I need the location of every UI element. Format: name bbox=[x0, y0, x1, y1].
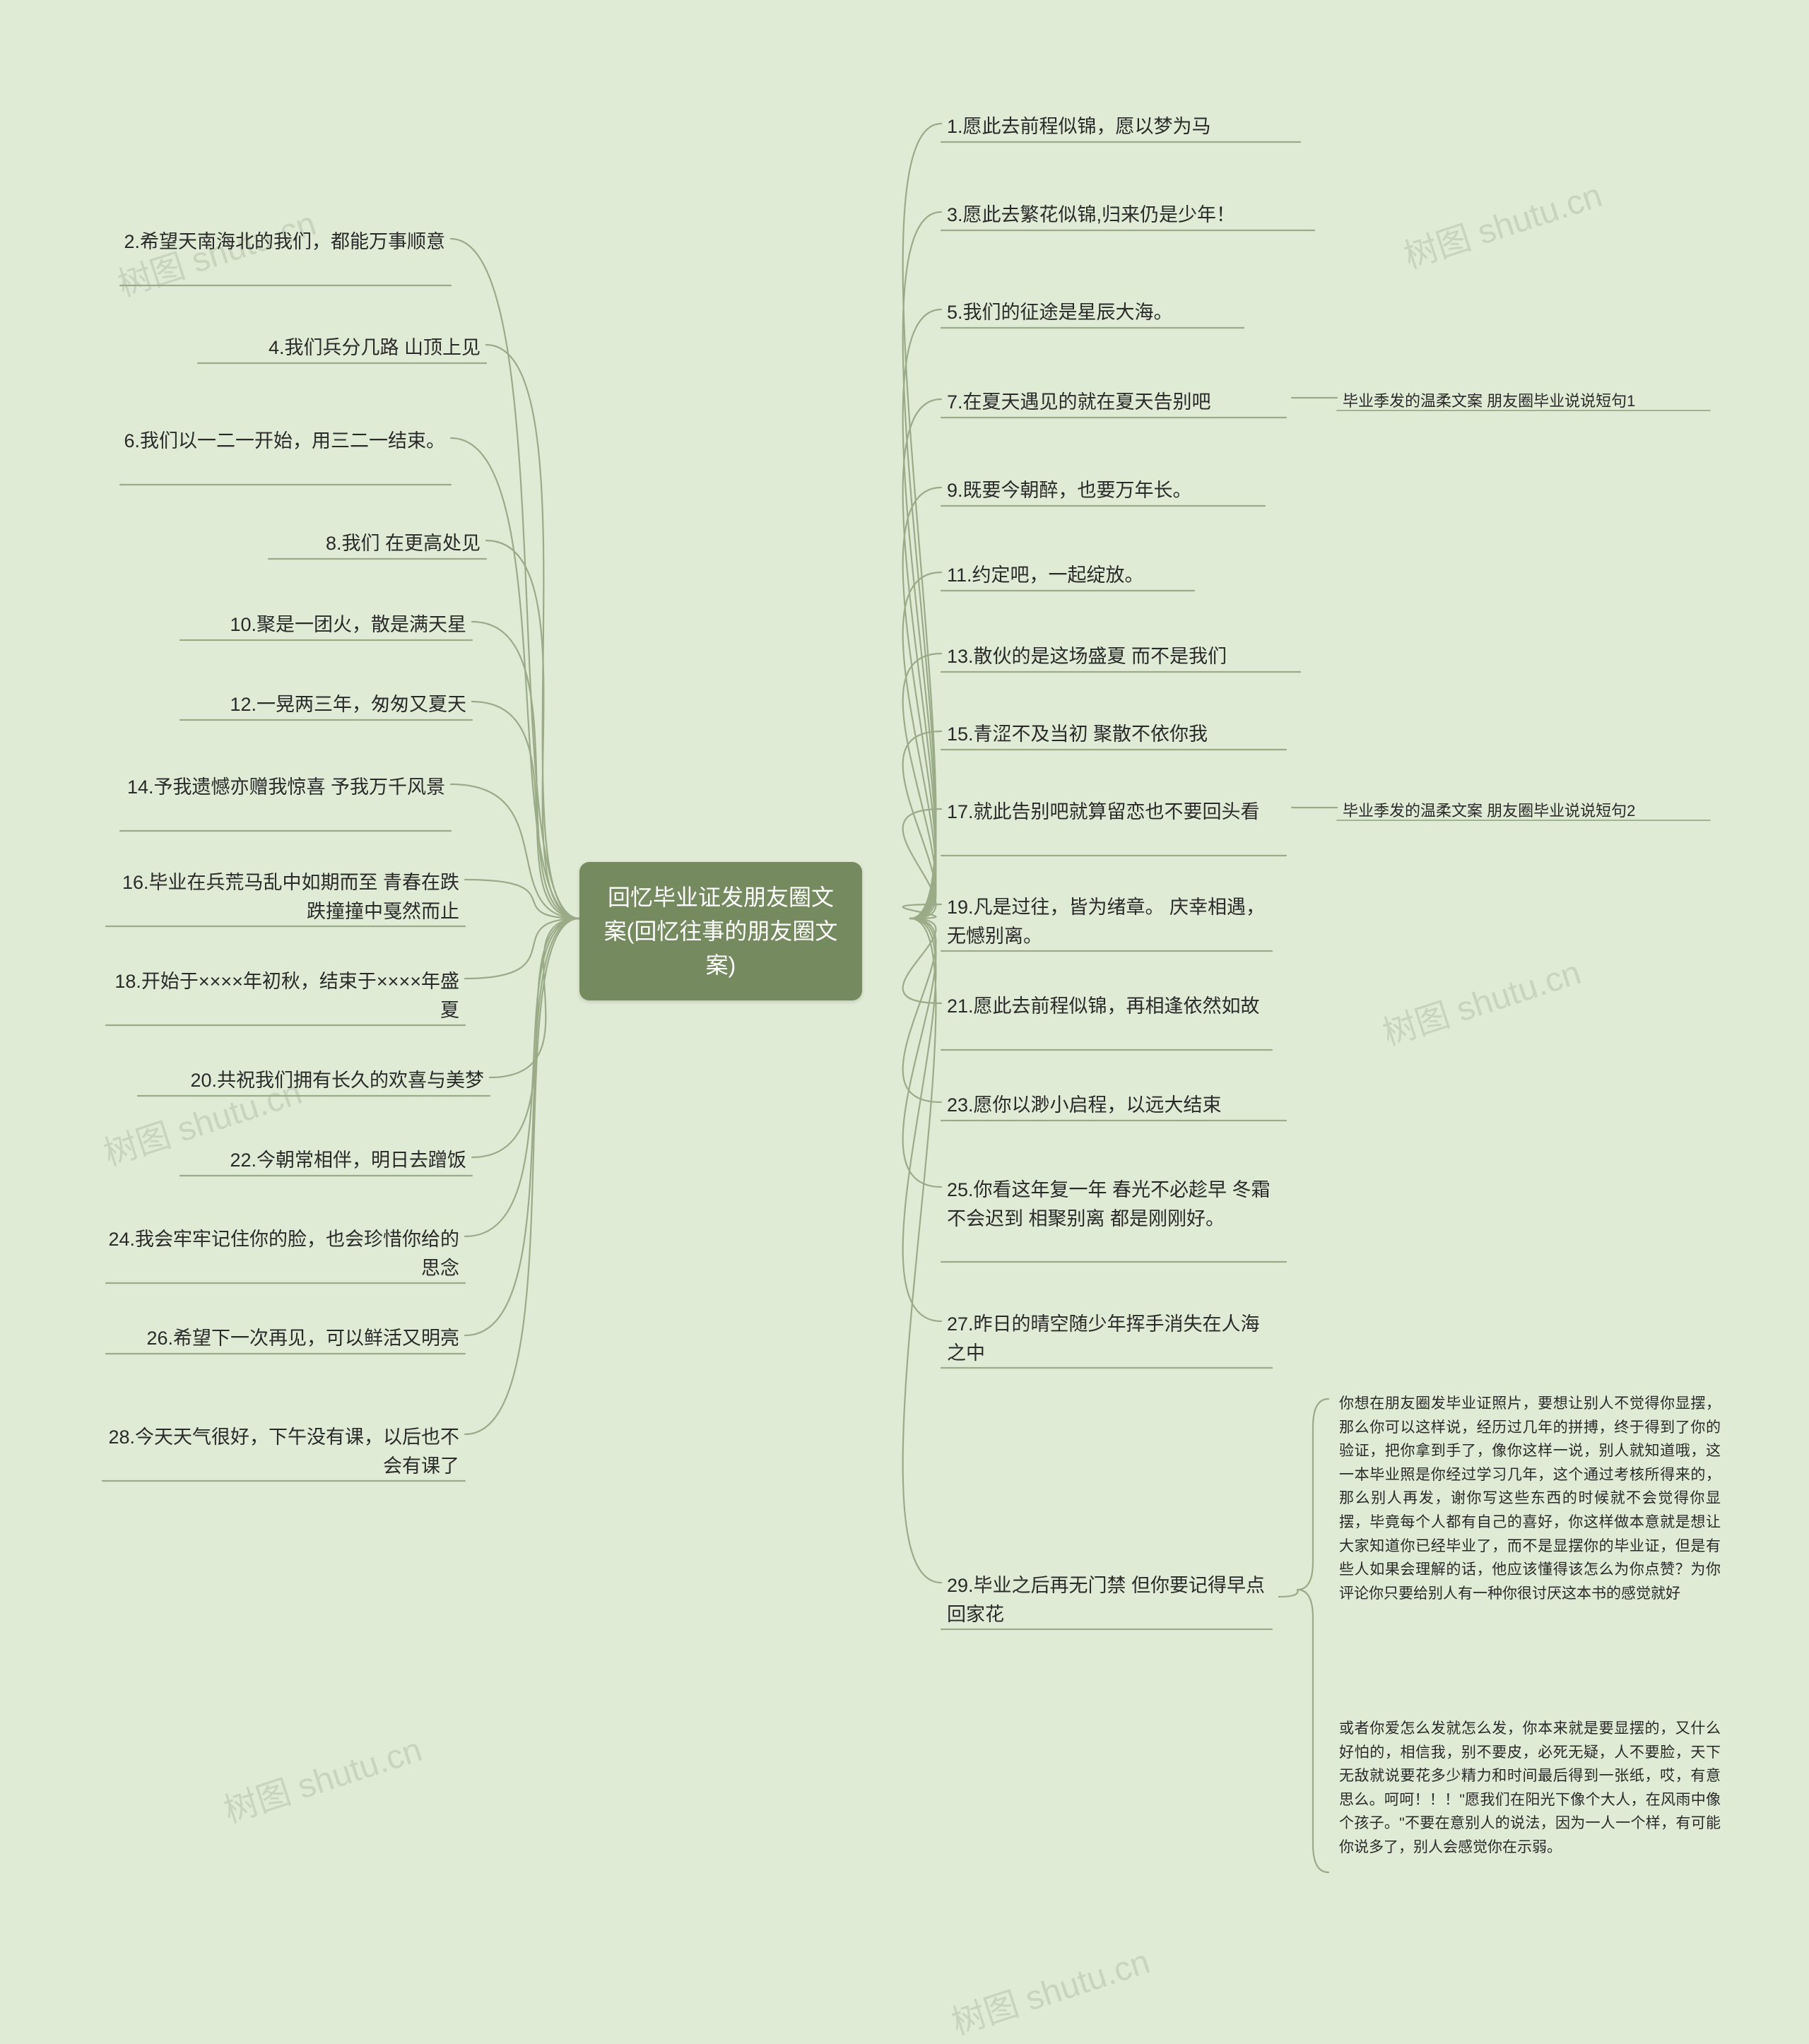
mindmap-node: 26.希望下一次再见，可以鲜活又明亮 bbox=[106, 1321, 459, 1356]
mindmap-node: 28.今天天气很好，下午没有课，以后也不会有课了 bbox=[102, 1420, 459, 1483]
mindmap-node: 17.就此告别吧就算留恋也不要回头看 bbox=[947, 795, 1286, 829]
mindmap-node: 8.我们 在更高处见 bbox=[269, 526, 481, 561]
mindmap-node: 6.我们以一二一开始，用三二一结束。 bbox=[120, 424, 445, 459]
note-block: 你想在朋友圈发毕业证照片，要想让别人不觉得你显摆，那么你可以这样说，经历过几年的… bbox=[1339, 1392, 1721, 1605]
mindmap-node: 13.散伙的是这场盛夏 而不是我们 bbox=[947, 639, 1300, 674]
mindmap-node: 11.约定吧，一起绽放。 bbox=[947, 558, 1194, 593]
mindmap-subnode: 毕业季发的温柔文案 朋友圈毕业说说短句1 bbox=[1343, 386, 1710, 415]
mindmap-node: 7.在夏天遇见的就在夏天告别吧 bbox=[947, 385, 1286, 420]
mindmap-node: 10.聚是一团火，散是满天星 bbox=[180, 608, 466, 642]
mindmap-node: 14.予我遗憾亦赠我惊喜 予我万千风景 bbox=[120, 770, 445, 805]
center-node: 回忆毕业证发朋友圈文案(回忆往事的朋友圈文案) bbox=[579, 862, 862, 1000]
mindmap-node: 21.愿此去前程似锦，再相逢依然如故 bbox=[947, 989, 1272, 1024]
mindmap-node: 23.愿你以渺小启程，以远大结束 bbox=[947, 1088, 1286, 1123]
mindmap-node: 12.一晃两三年，匆匆又夏天 bbox=[180, 687, 466, 722]
mindmap-node: 1.愿此去前程似锦，愿以梦为马 bbox=[947, 110, 1300, 144]
mindmap-node: 25.你看这年复一年 春光不必趁早 冬霜不会迟到 相聚别离 都是刚刚好。 bbox=[947, 1173, 1286, 1236]
mindmap-node: 27.昨日的晴空随少年挥手消失在人海之中 bbox=[947, 1307, 1272, 1370]
mindmap-node: 29.毕业之后再无门禁 但你要记得早点回家花 bbox=[947, 1569, 1272, 1631]
mindmap-node: 15.青涩不及当初 聚散不依你我 bbox=[947, 717, 1286, 752]
note-block: 或者你爱怎么发就怎么发，你本来就是要显摆的，又什么好怕的，相信我，别不要皮，必死… bbox=[1339, 1717, 1721, 1860]
mindmap-subnode: 毕业季发的温柔文案 朋友圈毕业说说短句2 bbox=[1343, 796, 1710, 825]
mindmap-node: 2.希望天南海北的我们，都能万事顺意 bbox=[120, 225, 445, 259]
watermark: 树图 shutu.cn bbox=[216, 1722, 427, 1832]
mindmap-node: 16.毕业在兵荒马乱中如期而至 青春在跌跌撞撞中戛然而止 bbox=[106, 866, 459, 928]
mindmap-node: 19.凡是过往，皆为绪章。 庆幸相遇，无憾别离。 bbox=[947, 890, 1272, 953]
mindmap-node: 18.开始于××××年初秋，结束于××××年盛夏 bbox=[106, 964, 459, 1027]
watermark: 树图 shutu.cn bbox=[1396, 167, 1607, 278]
mindmap-node: 3.愿此去繁花似锦,归来仍是少年！ bbox=[947, 198, 1314, 232]
mindmap-node: 5.我们的征途是星辰大海。 bbox=[947, 295, 1244, 330]
mindmap-node: 4.我们兵分几路 山顶上见 bbox=[198, 331, 481, 365]
mindmap-node: 22.今朝常相伴，明日去蹭饭 bbox=[180, 1143, 466, 1178]
mindmap-node: 9.既要今朝醉，也要万年长。 bbox=[947, 473, 1265, 508]
center-label: 回忆毕业证发朋友圈文案(回忆往事的朋友圈文案) bbox=[604, 885, 838, 978]
mindmap-node: 24.我会牢牢记住你的脸，也会珍惜你给的思念 bbox=[106, 1222, 459, 1285]
watermark: 树图 shutu.cn bbox=[944, 1934, 1155, 2044]
watermark: 树图 shutu.cn bbox=[1375, 945, 1586, 1055]
mindmap-node: 20.共祝我们拥有长久的欢喜与美梦 bbox=[138, 1063, 484, 1098]
